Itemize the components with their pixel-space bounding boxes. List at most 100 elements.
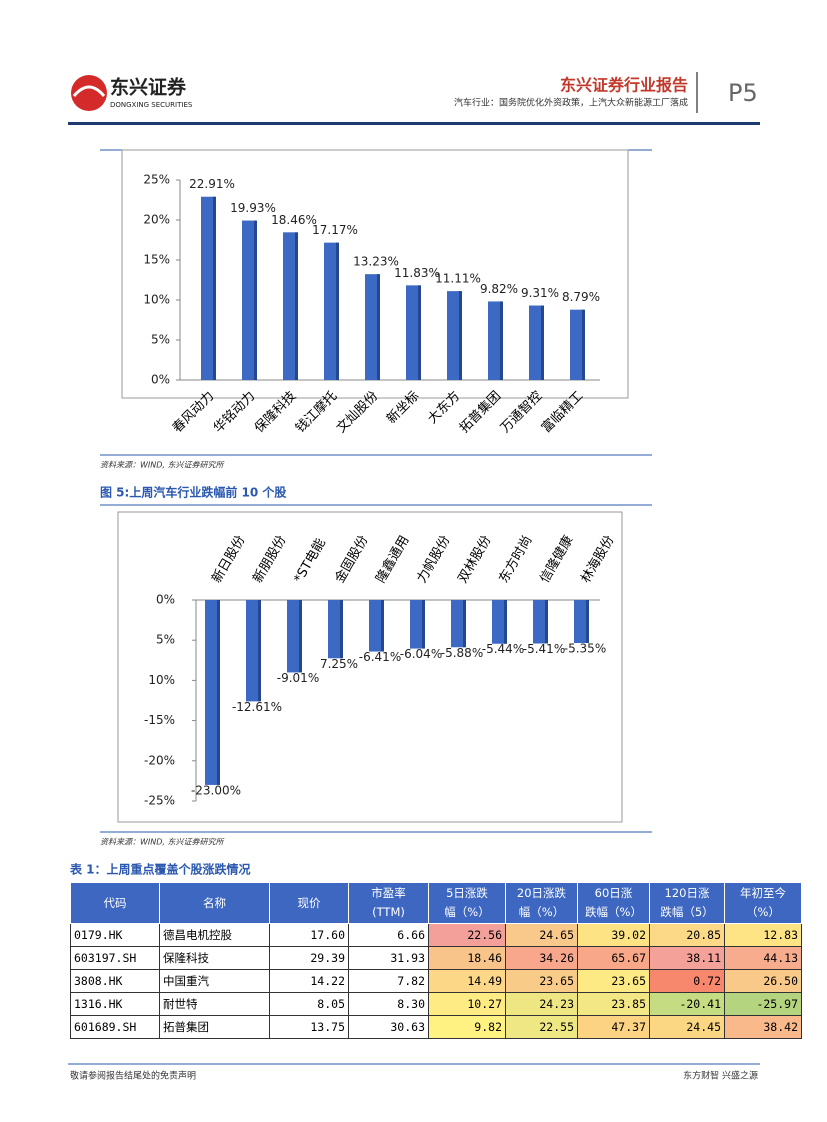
cell: 65.67: [577, 946, 650, 970]
cell: 23.85: [577, 992, 650, 1016]
cell: 12.83: [724, 923, 802, 947]
figure-caption: 图 5:上周汽车行业跌幅前 10 个股: [100, 485, 287, 500]
y-tick-label: -25%: [144, 794, 175, 808]
bar: [447, 291, 461, 380]
cell: 22.55: [505, 1015, 578, 1039]
header-cell: 代码: [70, 882, 160, 924]
value-label: 17.17%: [312, 223, 358, 237]
cell: 601689.SH: [70, 1015, 160, 1039]
cell: 18.46: [428, 946, 506, 970]
header-text: (TTM): [372, 905, 405, 919]
cell: 拓普集团: [159, 1015, 270, 1039]
page-number: P5: [728, 79, 758, 107]
logo-sub: DONGXING SECURITIES: [110, 101, 193, 109]
x-tick-label: 隆鑫通用: [373, 533, 413, 586]
bar: [410, 600, 424, 649]
header-cell: 5日涨跌幅（%）: [428, 882, 506, 924]
x-tick-label: 拓普集团: [456, 388, 504, 436]
header-text: 市盈率: [371, 886, 406, 900]
y-tick-label: 5%: [151, 333, 170, 347]
x-tick-label: 新坐标: [383, 388, 422, 427]
bar-side: [504, 600, 507, 644]
bar: [283, 232, 297, 380]
table-caption: 表 1：上周重点覆盖个股涨跌情况: [69, 862, 251, 877]
bar: [533, 600, 547, 644]
value-label: -5.41%: [523, 642, 565, 656]
bar: [242, 220, 256, 380]
report-title: 东兴证券行业报告: [560, 76, 688, 95]
report-subtitle: 汽车行业：国务院优化外资政策，上汽大众新能源工厂落成: [454, 97, 688, 109]
value-label: 11.83%: [394, 266, 440, 280]
cell: -20.41: [649, 992, 725, 1016]
x-tick-label: 力帆股份: [415, 533, 454, 586]
cell: 0179.HK: [70, 923, 160, 947]
header-text: 60日涨: [594, 886, 633, 900]
bar-side: [500, 301, 503, 380]
cell: 20.85: [649, 923, 725, 947]
value-label: -6.04%: [400, 647, 442, 661]
cell: 中国重汽: [159, 969, 270, 993]
cell: 26.50: [724, 969, 802, 993]
y-tick-label: 15%: [143, 253, 170, 267]
value-label: 22.91%: [189, 177, 235, 191]
bar-side: [217, 600, 220, 785]
y-tick-label: 20%: [143, 213, 170, 227]
bar-side: [340, 600, 343, 659]
bar: [570, 309, 584, 380]
bar: [246, 600, 260, 702]
header-text: 120日涨: [664, 886, 710, 900]
x-tick-label: 文灿股份: [334, 389, 381, 436]
row: 601689.SH 拓普集团 13.75 30.63 9.82 22.55 47.37 24.…: [70, 1015, 802, 1039]
header-text: 20日涨跌: [516, 886, 567, 900]
bar-side: [463, 600, 466, 648]
bar-side: [258, 600, 261, 702]
header-cell: 名称: [159, 882, 270, 924]
bar-side: [541, 305, 544, 380]
cell: 38.42: [724, 1015, 802, 1039]
bar: [406, 285, 420, 380]
y-tick-label: -15%: [144, 713, 175, 727]
header-text: 跌幅（%）: [585, 905, 642, 919]
cell: 1316.HK: [70, 992, 160, 1016]
cell: 38.11: [649, 946, 725, 970]
x-tick-label: 华铭动力: [211, 389, 258, 436]
cell: -25.97: [724, 992, 802, 1016]
cell: 29.39: [269, 946, 349, 970]
cell: 保隆科技: [159, 946, 270, 970]
cell: 24.23: [505, 992, 578, 1016]
value-label: 13.23%: [353, 255, 399, 269]
bar-side: [582, 309, 585, 380]
bar-side: [336, 242, 339, 380]
header-cell: 年初至今 （%）: [724, 882, 802, 924]
header-cell: 60日涨跌幅（%）: [577, 882, 650, 924]
chart-frame: [117, 511, 623, 823]
x-tick-label: 富临精工: [538, 388, 586, 436]
header-cell: 市盈率 (TTM): [348, 882, 429, 924]
cell: 22.56: [428, 923, 506, 947]
cell: 耐世特: [159, 992, 270, 1016]
bar-side: [295, 232, 298, 380]
x-tick-label: 金固股份: [332, 533, 372, 586]
row: 3808.HK 中国重汽 14.22 7.82 14.49 23.65 23.65 0.72 2…: [70, 969, 802, 993]
x-tick-label: 大东方: [424, 388, 463, 427]
value-label: -5.35%: [564, 642, 606, 656]
cell: 0.72: [649, 969, 725, 993]
bar: [451, 600, 465, 648]
bar-side: [213, 196, 216, 380]
header-text: （%）: [746, 905, 780, 919]
row: 0179.HK 德昌电机控股 17.60 6.66 22.56 24.65 39.02 20.…: [70, 923, 802, 947]
cell: 6.66: [348, 923, 429, 947]
value-label: 8.79%: [562, 290, 600, 304]
value-label: -9.01%: [277, 671, 319, 685]
bar-side: [422, 600, 425, 649]
value-label: -5.88%: [441, 646, 483, 660]
header-text: 幅（%）: [444, 905, 490, 919]
value-label: 7.25%: [320, 657, 358, 671]
bar: [287, 600, 301, 673]
cell: 31.93: [348, 946, 429, 970]
header-text: 5日涨跌: [446, 886, 488, 900]
x-tick-label: 新朋股份: [250, 533, 290, 586]
value-label: -23.00%: [191, 783, 241, 797]
